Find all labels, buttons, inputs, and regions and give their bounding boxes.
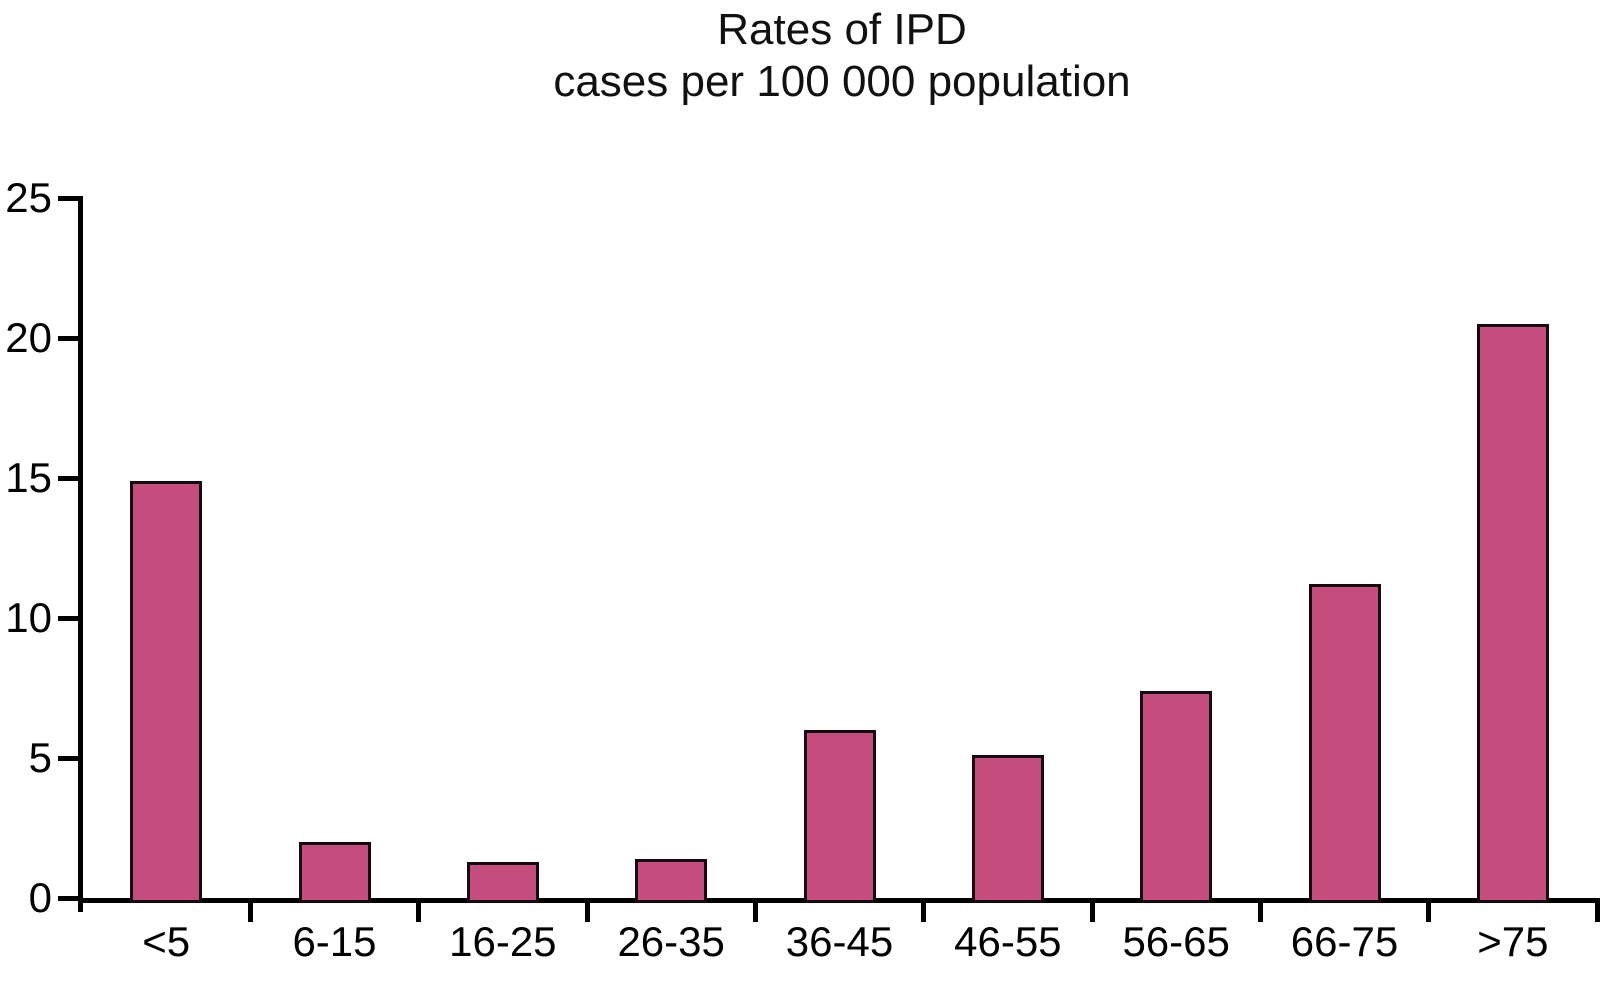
bar (298, 842, 371, 903)
bar (1140, 690, 1213, 903)
y-tick (58, 616, 83, 621)
x-category-label: 66-75 (1290, 918, 1399, 965)
chart-title: Rates of IPD cases per 100 000 population (82, 4, 1602, 108)
x-tick (921, 898, 927, 922)
y-tick-label: 0 (28, 874, 52, 921)
x-tick (247, 898, 253, 922)
bar (1476, 324, 1549, 903)
bar (466, 861, 539, 903)
y-tick-label: 10 (5, 594, 52, 641)
x-tick (584, 898, 590, 922)
x-category-label: 6-15 (292, 918, 377, 965)
x-category-label: 16-25 (449, 918, 557, 965)
y-tick-label: 5 (28, 734, 52, 781)
x-category-label: 26-35 (617, 918, 725, 965)
y-tick (58, 336, 83, 341)
chart-title-line2: cases per 100 000 population (553, 57, 1131, 106)
chart-title-line1: Rates of IPD (717, 5, 967, 54)
x-tick (752, 898, 758, 922)
x-category-label: 46-55 (954, 918, 1062, 965)
bar (130, 480, 203, 903)
bar (803, 730, 876, 903)
x-tick (1089, 898, 1095, 922)
bar (971, 755, 1044, 903)
y-tick (58, 756, 83, 761)
y-tick (58, 196, 83, 201)
y-tick-label: 25 (5, 174, 52, 221)
bar (1308, 584, 1381, 903)
x-tick (1257, 898, 1263, 922)
bar (635, 858, 708, 903)
y-tick (58, 476, 83, 481)
x-category-label: <5 (142, 918, 191, 965)
x-tick (416, 898, 422, 922)
x-category-label: 56-65 (1122, 918, 1230, 965)
x-category-label: >75 (1477, 918, 1549, 965)
y-axis-line (78, 198, 83, 912)
y-tick (58, 896, 83, 901)
x-category-label: 36-45 (785, 918, 894, 965)
y-tick-label: 20 (5, 314, 52, 361)
x-tick (1426, 898, 1432, 922)
y-tick-label: 15 (5, 454, 52, 501)
x-tick (1594, 898, 1600, 922)
